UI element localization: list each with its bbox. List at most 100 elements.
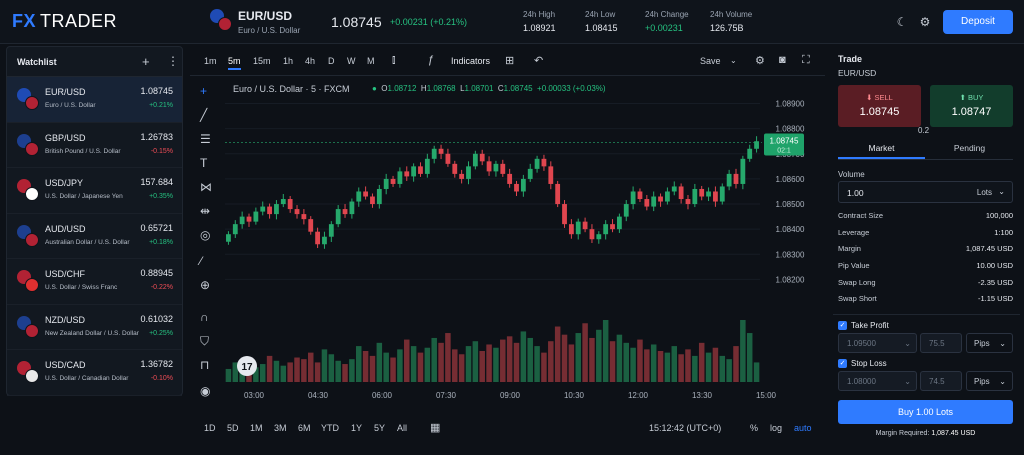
buy-price-button[interactable]: ⬆ BUY 1.08747 <box>930 85 1013 127</box>
ruler-icon[interactable]: ⁄ <box>200 254 203 268</box>
text-icon[interactable]: T <box>200 156 208 170</box>
watchlist-item-aud-usd[interactable]: AUD/USD Australian Dollar / U.S. Dollar 0.… <box>7 214 182 259</box>
range-ytd[interactable]: YTD <box>321 423 339 433</box>
save-dropdown-icon[interactable]: ⌄ <box>730 56 737 65</box>
watchlist-item-eur-usd[interactable]: EUR/USD Euro / U.S. Dollar 1.08745 +0.21% <box>7 77 182 123</box>
watchlist-change: +0.25% <box>149 329 173 337</box>
timeframe-w[interactable]: W <box>347 56 356 66</box>
watchlist-item-usd-cad[interactable]: USD/CAD U.S. Dollar / Canadian Dollar 1.36… <box>7 350 182 396</box>
percent-toggle[interactable]: % <box>750 423 759 433</box>
stat-24h-volume: 24h Volume 126.75B <box>710 10 753 33</box>
volume-input[interactable]: 1.00 Lots ⌄ <box>838 181 1013 203</box>
clock-time: 15:12:42 (UTC+0) <box>649 423 722 433</box>
watchlist-change: +0.18% <box>149 238 173 246</box>
stop-loss-price-field[interactable]: 1.08000 ⌄ <box>838 371 917 391</box>
volume-bar <box>698 342 705 382</box>
candle-body <box>239 216 245 225</box>
candle-body <box>226 234 231 242</box>
watchlist-item-nzd-usd[interactable]: NZD/USD New Zealand Dollar / U.S. Dollar 0… <box>7 305 182 350</box>
timeframe-d[interactable]: D <box>328 56 335 66</box>
timeframe-m[interactable]: M <box>367 56 375 66</box>
crosshair-icon[interactable]: + <box>200 84 208 98</box>
sell-button[interactable]: ⬇ SELL 1.08745 <box>838 85 921 127</box>
undo-icon[interactable]: ↶ <box>534 55 544 67</box>
range-6m[interactable]: 6M <box>298 423 311 433</box>
watchlist-item-gbp-usd[interactable]: GBP/USD British Pound / U.S. Dollar 1.2678… <box>7 123 182 168</box>
take-profit-checkbox[interactable]: ✓ Take Profit <box>838 321 889 331</box>
x-tick-label: 12:00 <box>628 391 649 400</box>
price-chart[interactable]: 1.089001.088001.087001.086001.085001.084… <box>225 96 825 406</box>
candle-body <box>267 206 272 215</box>
more-options-icon[interactable]: ⋮ <box>167 54 179 68</box>
fullscreen-icon[interactable]: ⛶ <box>802 54 810 66</box>
gear-icon[interactable]: ⚙ <box>919 15 931 29</box>
fib-icon[interactable]: ☰ <box>200 132 211 146</box>
candle-type-icon[interactable]: ⫾ <box>392 54 396 66</box>
margin-required: Margin Required: 1,087.45 USD <box>875 430 976 437</box>
y-tick-label: 1.08800 <box>776 125 805 134</box>
settings-icon[interactable]: ⚙ <box>755 55 765 67</box>
watchlist-description: U.S. Dollar / Swiss Franc <box>45 284 118 291</box>
detail-pip-value: Pip Value 10.00 USD <box>838 261 1013 270</box>
symbol-description: Euro / U.S. Dollar <box>238 26 301 35</box>
timeframe-15m[interactable]: 15m <box>253 56 271 66</box>
timeframe-4h[interactable]: 4h <box>305 56 316 66</box>
range-1d[interactable]: 1D <box>204 423 216 433</box>
save-button[interactable]: Save <box>700 56 721 66</box>
take-profit-unit-select[interactable]: Pips ⌄ <box>966 333 1013 353</box>
deposit-button[interactable]: Deposit <box>943 10 1013 34</box>
range-3m[interactable]: 3M <box>274 423 287 433</box>
magnet-icon[interactable]: ∩ <box>200 310 209 324</box>
stop-loss-pips-field[interactable]: 74.5 <box>920 371 962 391</box>
symbol-selector[interactable]: EUR/USD Euro / U.S. Dollar <box>210 9 300 35</box>
calendar-icon[interactable]: ▦ <box>430 422 441 434</box>
pattern-icon[interactable]: ⋈ <box>200 180 212 194</box>
symbol-name: EUR/USD <box>238 9 293 23</box>
tab-market[interactable]: Market <box>838 143 925 159</box>
camera-icon[interactable]: ◙ <box>779 54 786 66</box>
eye-icon[interactable]: ◉ <box>200 384 211 398</box>
volume-bar <box>616 334 623 382</box>
auto-toggle[interactable]: auto <box>794 423 812 433</box>
candle-body <box>671 186 677 192</box>
take-profit-price-field[interactable]: 1.09500 ⌄ <box>838 333 917 353</box>
watchlist-item-usd-jpy[interactable]: USD/JPY U.S. Dollar / Japanese Yen 157.684… <box>7 168 182 214</box>
log-toggle[interactable]: log <box>770 423 783 433</box>
timeframe-5m[interactable]: 5m <box>228 56 241 70</box>
indicators-icon[interactable]: ƒ <box>428 54 435 66</box>
range-1m[interactable]: 1M <box>250 423 263 433</box>
volume-bar <box>726 359 732 382</box>
range-5d[interactable]: 5D <box>227 423 239 433</box>
volume-bar <box>452 349 458 382</box>
stop-loss-checkbox[interactable]: ✓ Stop Loss <box>838 359 887 369</box>
range-all[interactable]: All <box>397 423 408 433</box>
candle-body <box>658 196 663 202</box>
brush-icon[interactable]: ◎ <box>200 228 211 242</box>
stop-loss-unit-select[interactable]: Pips ⌄ <box>966 371 1013 391</box>
volume-bar <box>301 359 307 382</box>
sell-price: 1.08745 <box>859 106 900 118</box>
measure-icon[interactable]: ⇹ <box>200 204 211 218</box>
range-5y[interactable]: 5Y <box>374 423 386 433</box>
candle-body <box>603 224 609 235</box>
timeframe-1m[interactable]: 1m <box>204 56 217 66</box>
zoom-icon[interactable]: ⊕ <box>200 278 211 292</box>
watchlist-item-usd-chf[interactable]: USD/CHF U.S. Dollar / Swiss Franc 0.88945 -… <box>7 259 182 305</box>
candle-body <box>232 224 238 235</box>
range-1y[interactable]: 1Y <box>351 423 363 433</box>
take-profit-pips-field[interactable]: 75.5 <box>920 333 962 353</box>
indicators-button[interactable]: Indicators <box>451 56 491 66</box>
timeframe-1h[interactable]: 1h <box>283 56 294 66</box>
logo[interactable]: FX TRADER <box>12 11 117 32</box>
x-tick-label: 06:00 <box>372 391 393 400</box>
candle-body <box>644 199 650 207</box>
trend-line-icon[interactable]: ╱ <box>200 108 208 122</box>
buy-lots-button[interactable]: Buy 1.00 Lots <box>838 400 1013 424</box>
tab-pending[interactable]: Pending <box>953 143 986 153</box>
templates-icon[interactable]: ⊞ <box>505 55 515 67</box>
moon-icon[interactable]: ☾ <box>896 15 908 29</box>
add-symbol-button[interactable]: + <box>142 54 150 69</box>
candle-body <box>637 191 643 200</box>
lock-icon[interactable]: ⊓ <box>200 358 210 372</box>
lock-drawings-icon[interactable]: ⛉ <box>200 334 210 348</box>
